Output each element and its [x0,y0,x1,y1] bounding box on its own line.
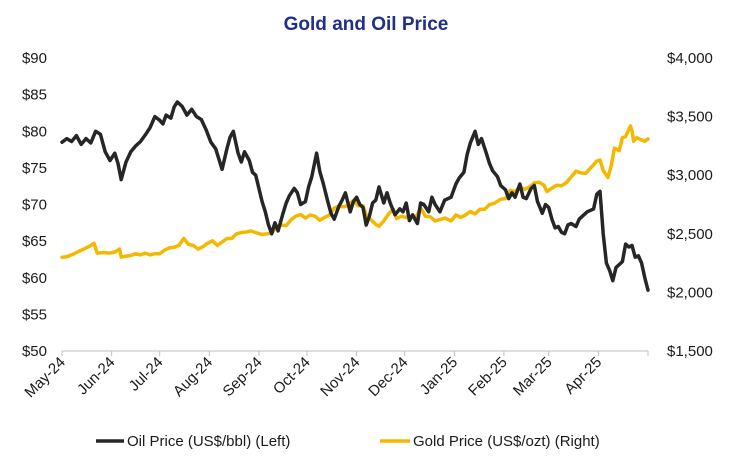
y-right-tick-label: $3,500 [667,109,713,126]
y-left-tick-label: $65 [22,233,47,250]
x-tick-label: Dec-24 [365,354,411,400]
x-tick-label: Nov-24 [317,354,363,400]
y-left-tick-label: $60 [22,270,47,287]
y-left-tick-label: $75 [22,160,47,177]
y-left-tick-label: $80 [22,123,47,140]
y-left-tick-label: $85 [22,87,47,104]
chart-title: Gold and Oil Price [284,14,449,35]
legend: Oil Price (US$/bbl) (Left) Gold Price (US… [96,433,600,450]
oil-price-line [60,100,650,292]
x-tick-label: Mar-25 [510,354,556,400]
gold-price-line [60,124,650,259]
x-tick-label: Jun-24 [74,354,118,398]
legend-label-oil: Oil Price (US$/bbl) (Left) [127,433,290,450]
x-tick-label: Oct-24 [270,354,314,398]
y-left-tick-label: $55 [22,306,47,323]
y-right-tick-label: $3,000 [667,167,713,184]
y-left-tick-label: $50 [22,343,47,360]
x-tick-label: Feb-25 [465,354,511,400]
series-lines [60,100,650,292]
y-left-tick-label: $90 [22,50,47,67]
x-tick-label: Sep-24 [220,354,266,400]
x-tick-label: May-24 [21,354,68,401]
y-left-tick-label: $70 [22,197,47,214]
legend-label-gold: Gold Price (US$/ozt) (Right) [413,433,600,450]
x-tick-label: Aug-24 [170,354,216,400]
x-tick-label: Jan-25 [417,354,461,398]
y-right-tick-label: $2,500 [667,226,713,243]
x-tick-label: Apr-25 [561,354,605,398]
y-right-tick-label: $4,000 [667,50,713,67]
x-tick-label: Jul-24 [126,354,167,395]
y-right-tick-label: $2,000 [667,284,713,301]
y-right-tick-label: $1,500 [667,343,713,360]
